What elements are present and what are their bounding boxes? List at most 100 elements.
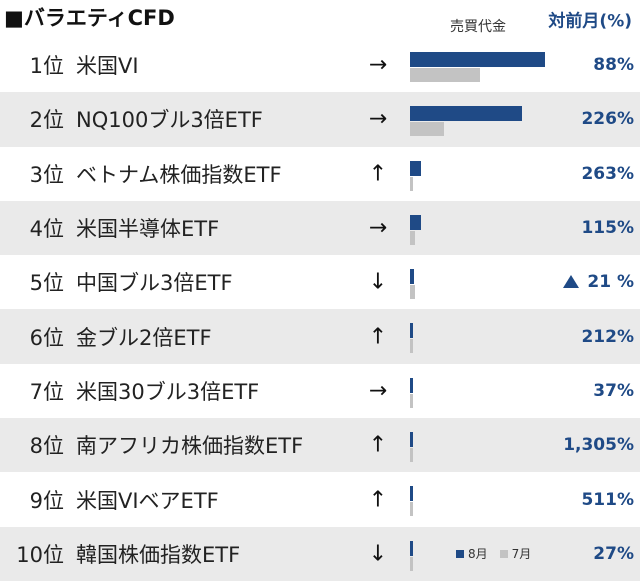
bar-july <box>410 393 413 408</box>
bar-august <box>410 377 413 393</box>
trend-arrow-icon: ↑ <box>368 432 388 458</box>
bar-august <box>410 106 523 122</box>
bar-august <box>410 323 413 339</box>
trend-arrow-icon: → <box>368 378 388 404</box>
product-name: 米国半導体ETF <box>76 217 220 242</box>
legend-swatch-july <box>499 549 508 558</box>
product-name: ベトナム株価指数ETF <box>76 162 282 187</box>
rank-label: 4位 <box>29 217 64 242</box>
bar-august <box>410 486 413 502</box>
rank-label: 2位 <box>29 108 64 133</box>
bar-july <box>410 285 416 300</box>
pct-value: 1,305% <box>563 435 634 455</box>
bar-july <box>410 68 481 82</box>
pct-column-header: 対前月(%) <box>548 11 632 32</box>
product-name: 韓国株価指数ETF <box>76 542 241 567</box>
page-title: ■バラエティCFD <box>4 6 175 30</box>
trend-arrow-icon: → <box>368 52 388 78</box>
ranking-list: 1位 米国VI → 88% 2位 NQ100ブル3倍ETF → 226% 3位 ベトナム株価指数E… <box>0 38 640 581</box>
bar-july <box>410 448 413 463</box>
trend-arrow-icon: ↑ <box>368 161 388 187</box>
pct-value: 212% <box>581 327 634 347</box>
product-name: 米国30ブル3倍ETF <box>76 379 260 404</box>
ranking-row: 5位 中国ブル3倍ETF ↓ 21 % <box>0 255 640 309</box>
rank-label: 8位 <box>29 434 64 459</box>
ranking-row: 6位 金ブル2倍ETF ↑ 212% <box>0 309 640 364</box>
trend-arrow-icon: ↓ <box>368 541 388 567</box>
bar-august <box>410 540 413 556</box>
rank-label: 9位 <box>29 488 64 513</box>
pct-value: 21 % <box>563 272 634 292</box>
bar-august <box>410 160 421 176</box>
rank-label: 5位 <box>29 271 64 296</box>
sales-bars <box>410 269 560 301</box>
ranking-row: 7位 米国30ブル3倍ETF → 37% <box>0 364 640 418</box>
trend-arrow-icon: ↑ <box>368 324 388 350</box>
bar-july <box>410 556 413 571</box>
bar-july <box>410 230 416 245</box>
rank-label: 7位 <box>29 379 64 404</box>
ranking-row: 9位 米国VIベアETF ↑ 511% <box>0 472 640 526</box>
sales-bars <box>410 106 560 138</box>
sales-bars <box>410 52 560 84</box>
trend-arrow-icon: → <box>368 106 388 132</box>
product-name: NQ100ブル3倍ETF <box>76 108 263 133</box>
pct-value-text: 27% <box>593 543 634 564</box>
sales-bars <box>410 540 560 573</box>
product-name: 金ブル2倍ETF <box>76 325 212 350</box>
pct-value: 115% <box>581 218 634 238</box>
bar-august <box>410 269 415 285</box>
rank-label: 6位 <box>29 325 64 350</box>
product-name: 米国VIベアETF <box>76 488 219 513</box>
triangle-up-icon <box>563 275 580 289</box>
ranking-row: 8位 南アフリカ株価指数ETF ↑ 1,305% <box>0 418 640 473</box>
pct-value: 263% <box>581 164 634 184</box>
pct-value: 37% <box>593 381 634 401</box>
sales-bars <box>410 486 560 518</box>
sales-bars <box>410 160 560 193</box>
sales-column-header: 売買代金 <box>450 19 506 35</box>
chart-legend: 8月 7月 <box>456 545 531 562</box>
sales-bars <box>410 432 560 464</box>
ranking-row: 2位 NQ100ブル3倍ETF → 226% <box>0 92 640 147</box>
rank-label: 3位 <box>29 162 64 187</box>
pct-value-text: 263% <box>581 163 634 184</box>
pct-value-text: 88% <box>593 55 634 76</box>
trend-arrow-icon: → <box>368 215 388 241</box>
pct-value: 226% <box>581 109 634 129</box>
pct-value-text: 511% <box>581 489 634 510</box>
pct-value-text: 115% <box>581 218 634 239</box>
rank-label: 1位 <box>29 54 64 79</box>
pct-value: 511% <box>581 490 634 510</box>
trend-arrow-icon: ↓ <box>368 269 388 295</box>
legend-label-july: 7月 <box>511 546 532 561</box>
sales-bars <box>410 377 560 410</box>
pct-value-text: 212% <box>581 326 634 347</box>
bar-july <box>410 339 413 354</box>
product-name: 南アフリカ株価指数ETF <box>76 434 304 459</box>
ranking-row: 1位 米国VI → 88% <box>0 38 640 92</box>
legend-swatch-august <box>456 549 464 558</box>
product-name: 中国ブル3倍ETF <box>76 271 233 296</box>
pct-value-text: 1,305% <box>563 435 634 456</box>
product-name: 米国VI <box>76 54 139 79</box>
trend-arrow-icon: ↑ <box>368 487 388 513</box>
bar-august <box>410 432 413 448</box>
bar-july <box>410 122 444 137</box>
pct-value: 88% <box>593 55 634 75</box>
pct-value-text: 21 % <box>587 272 634 293</box>
ranking-header: ■バラエティCFD 売買代金 対前月(%) <box>0 0 640 38</box>
rank-label: 10位 <box>16 542 64 567</box>
sales-bars <box>410 323 560 355</box>
bar-july <box>410 176 413 191</box>
ranking-row: 10位 韓国株価指数ETF ↓ 8月 7月 27% <box>0 526 640 581</box>
bar-august <box>410 214 421 230</box>
ranking-row: 4位 米国半導体ETF → 115% <box>0 200 640 256</box>
ranking-row: 3位 ベトナム株価指数ETF ↑ 263% <box>0 147 640 201</box>
bar-july <box>410 502 413 517</box>
sales-bars <box>410 214 560 247</box>
legend-label-august: 8月 <box>468 546 488 561</box>
pct-value-text: 37% <box>593 380 634 401</box>
bar-august <box>410 52 545 67</box>
pct-value: 27% <box>593 544 634 564</box>
